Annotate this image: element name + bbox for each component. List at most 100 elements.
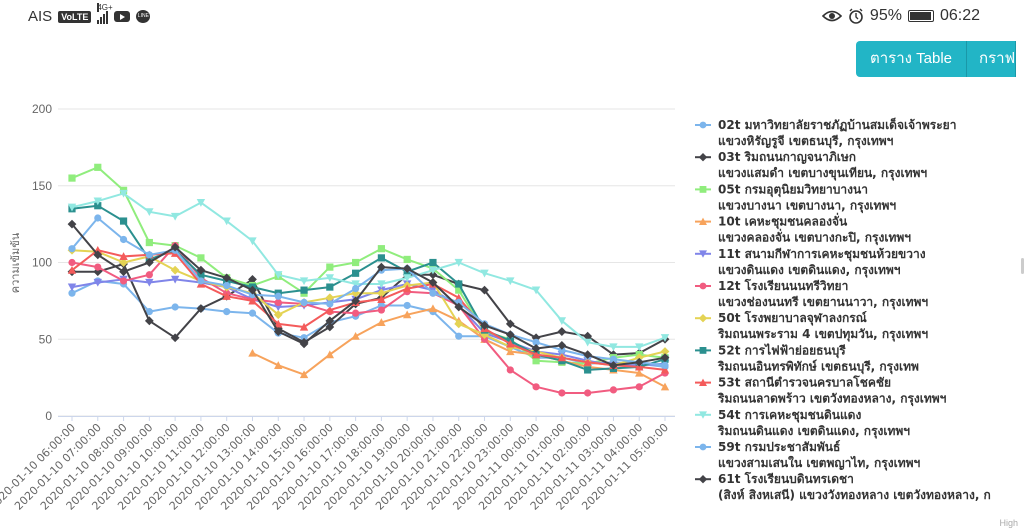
data-point: [274, 303, 283, 312]
data-point: [557, 327, 567, 336]
data-point: [660, 353, 670, 363]
data-point: [506, 366, 514, 374]
data-point: [273, 310, 283, 320]
legend-label: 52t การไฟฟ้าย่อยธนบุรี: [718, 342, 846, 358]
data-point: [352, 284, 360, 293]
legend-label: 10t เคหะชุมชนคลองจั่น: [718, 213, 848, 230]
data-point: [454, 319, 464, 329]
data-point: [274, 319, 283, 328]
data-point: [480, 335, 489, 343]
data-point: [532, 338, 540, 346]
data-point: [351, 331, 360, 340]
data-point: [506, 277, 515, 286]
legend-label: แขวงสามเสนใน เขตพญาไท, กรุงเทพฯ: [718, 455, 921, 471]
volte-badge: VoLTE: [58, 10, 92, 23]
data-point: [94, 263, 102, 271]
data-point: [402, 264, 412, 274]
data-point: [67, 265, 77, 274]
edge-handle[interactable]: [1021, 258, 1024, 274]
data-point: [273, 327, 283, 336]
data-point: [558, 346, 566, 354]
data-point: [557, 317, 567, 326]
data-point: [635, 383, 643, 391]
legend-marker: [699, 217, 707, 225]
legend-label: แขวงช่องนนทรี เขตยานนาวา, กรุงเทพฯ: [718, 295, 928, 310]
data-point: [144, 258, 154, 267]
data-point: [223, 281, 231, 290]
youtube-icon: [114, 11, 131, 22]
series-line: [71, 249, 666, 371]
data-point: [454, 302, 464, 312]
data-point: [325, 305, 335, 314]
data-point: [248, 274, 257, 284]
alarm-icon: [849, 8, 863, 24]
legend-label: 03t ริมถนนกาญจนาภิเษก: [718, 150, 856, 164]
data-point: [660, 347, 670, 356]
y-tick-label: 150: [32, 179, 52, 193]
data-point: [352, 269, 360, 277]
data-point: [609, 343, 618, 352]
data-point: [145, 278, 154, 287]
data-point: [480, 285, 489, 295]
data-point: [351, 280, 360, 289]
data-point: [171, 303, 179, 311]
data-point: [455, 286, 463, 294]
data-point: [428, 304, 438, 313]
data-point: [145, 251, 153, 259]
legend-item: 52t การไฟฟ้าย่อยธนบุรีริมถนนอินทรพิทักษ์…: [695, 342, 919, 374]
data-point: [557, 353, 567, 362]
legend-layer: 02t มหาวิทยาลัยราชภัฏบ้านสมเด็จเจ้าพระยา…: [695, 117, 991, 502]
status-right: 95% 06:22: [821, 7, 980, 25]
series-line: [71, 223, 666, 367]
data-point: [377, 306, 385, 314]
data-point: [402, 310, 412, 319]
data-point: [428, 278, 438, 287]
data-point: [532, 383, 540, 391]
data-point: [376, 288, 386, 298]
tab-graph[interactable]: กราฟ: [967, 41, 1016, 77]
legend-label: (สิงห์ สิงหเสนี) แขวงวังทองหลาง เขตวังทอ…: [718, 488, 991, 502]
data-point: [325, 322, 335, 332]
data-point: [583, 331, 593, 341]
data-point: [377, 254, 385, 262]
data-point: [532, 357, 540, 365]
data-point: [274, 292, 282, 300]
data-point: [403, 255, 411, 264]
data-point: [454, 258, 463, 267]
data-point: [274, 298, 282, 307]
data-point: [248, 348, 257, 357]
legend-item: 61t โรงเรียนบดินทรเดชา (สิงห์ สิงหเสนี) แ…: [695, 471, 991, 502]
data-point: [660, 334, 670, 342]
legend-label: แขวงบางนา เขตบางนา, กรุงเทพฯ: [718, 198, 896, 213]
series-line: [71, 249, 666, 367]
legend-item: 59t กรมประชาสัมพันธ์แขวงสามเสนใน เขตพญาไ…: [695, 440, 921, 471]
legend-label: แขวงหิรัญรูจี เขตธนบุรี, กรุงเทพฯ: [718, 134, 894, 149]
data-point: [196, 199, 206, 207]
data-point: [402, 274, 412, 283]
data-point: [377, 280, 386, 289]
data-point: [94, 163, 102, 171]
legend-label: 05t กรมอุตุนิยมวิทยาบางนา: [718, 182, 868, 197]
legend-label: แขวงดินแดง เขตดินแดง, กรุงเทพฯ: [718, 263, 901, 278]
legend-marker: [699, 411, 707, 419]
series-0: [68, 277, 669, 371]
tab-table[interactable]: ตาราง Table: [856, 41, 967, 77]
data-point: [351, 296, 361, 306]
y-axis-title: ความเข้มข้น: [9, 232, 22, 293]
data-point: [531, 286, 541, 295]
legend-label: แขวงคลองจั่น เขตบางกะปิ, กรุงเทพฯ: [718, 229, 911, 246]
data-point: [170, 212, 180, 221]
data-point: [93, 197, 102, 206]
legend-label: 54t การเคหะชุมชนดินแดง: [718, 408, 861, 423]
data-point: [531, 344, 541, 353]
data-point: [119, 258, 128, 267]
data-point: [170, 242, 180, 252]
data-point: [197, 254, 205, 262]
data-point: [480, 269, 489, 278]
clock-time: 06:22: [939, 7, 980, 24]
legend-item: 02t มหาวิทยาลัยราชภัฏบ้านสมเด็จเจ้าพระยา…: [695, 117, 956, 149]
data-point: [428, 266, 438, 275]
